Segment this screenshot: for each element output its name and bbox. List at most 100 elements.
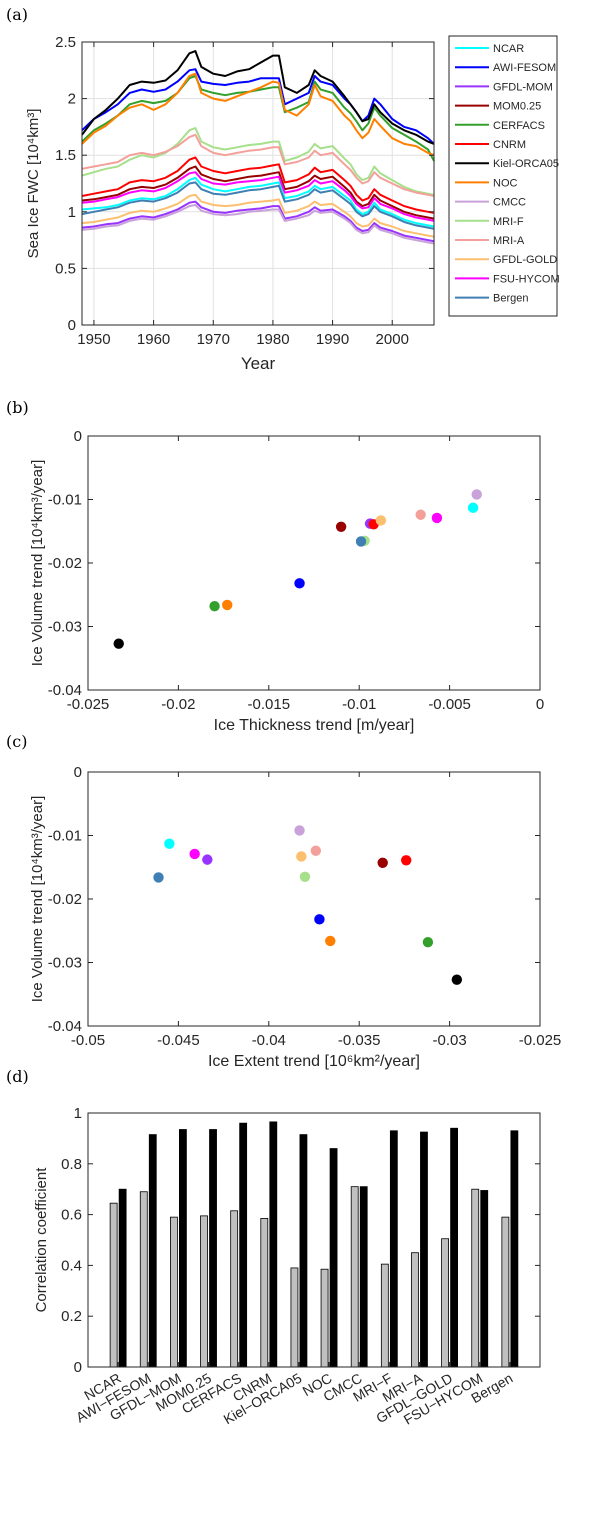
y-tick-label: 0.2	[61, 1308, 82, 1325]
x-tick-label: -0.025	[67, 696, 110, 713]
x-tick-label: 1980	[256, 331, 289, 348]
y-tick-label: 0	[74, 1359, 82, 1376]
y-tick-label: -0.03	[48, 955, 82, 972]
bar-black	[239, 1122, 248, 1368]
y-tick-label: 0.5	[55, 260, 76, 277]
series-line-awi-fesom	[81, 68, 435, 145]
bar-gray	[109, 1202, 118, 1368]
legend-entry: CMCC	[493, 197, 526, 209]
point-ncar	[164, 838, 175, 849]
point-gfdl-gold	[375, 515, 387, 526]
legend-entry: CERFACS	[493, 120, 545, 132]
y-tick-label: 0.6	[61, 1207, 82, 1224]
bar-black	[450, 1127, 459, 1368]
y-axis-label: Sea Ice FWC [10⁴km³]	[25, 109, 42, 259]
point-fsu-hycom	[431, 512, 443, 524]
y-axis-label: Ice Volume trend [10⁴km³/year]	[29, 796, 46, 1003]
panel-a-line-chart: 0 0.5 1 1.5 2 2.5 1950 1960 1970 1980 1990 2000 Sea …	[25, 34, 560, 373]
y-tick-label: 1	[68, 204, 76, 221]
point-bergen	[153, 872, 164, 883]
point-ncar	[467, 502, 479, 513]
bar-gray	[290, 1267, 299, 1368]
series-line-mom0.25	[81, 165, 435, 220]
point-cmcc	[471, 489, 482, 500]
y-tick-label: 0.4	[61, 1257, 82, 1274]
x-tick-label: -0.02	[161, 696, 195, 713]
bar-black	[329, 1148, 338, 1368]
x-tick-label: 2000	[376, 331, 409, 348]
series-line-gfdl-gold	[81, 193, 435, 238]
y-tick-label: 0	[68, 317, 76, 334]
x-tick-label: -0.03	[432, 1032, 466, 1049]
axes-box	[81, 41, 435, 326]
series-line-bergen	[81, 181, 435, 230]
bar-gray	[501, 1216, 510, 1368]
panel-label-a: (a)	[6, 5, 28, 24]
point-gfdl-gold	[296, 851, 307, 862]
series-line-mri-f	[81, 127, 435, 196]
plot-area	[88, 772, 540, 1026]
bar-black	[359, 1186, 368, 1368]
x-tick-label: 0	[536, 696, 544, 713]
bar-gray	[441, 1238, 450, 1368]
x-axis-label: Ice Thickness trend [m/year]	[214, 717, 415, 734]
y-axis-label: Correlation coefficient	[33, 1167, 50, 1313]
bar-gray	[230, 1210, 239, 1368]
point-cerfacs	[209, 600, 220, 612]
legend-entry: Kiel-ORCA05	[493, 158, 559, 170]
axes-box	[87, 1112, 541, 1368]
bar-gray	[169, 1216, 178, 1368]
series-line-ncar	[81, 176, 435, 228]
legend-entry: MRI-F	[493, 216, 524, 228]
point-gfdl-mom	[202, 854, 213, 865]
point-mri-f	[299, 871, 311, 882]
legend-entry: GFDL-MOM	[493, 81, 553, 93]
point-mri-a	[310, 845, 322, 856]
x-tick-label: -0.025	[519, 1032, 562, 1049]
panel-c-scatter-chart: -0.04 -0.03 -0.02 -0.01 0 -0.05 -0.045 -0.04 -0.…	[29, 764, 561, 1070]
series-line-mri-a	[81, 133, 435, 197]
x-tick-label: -0.035	[338, 1032, 381, 1049]
y-tick-label: 0	[74, 764, 82, 781]
bar-gray	[260, 1218, 269, 1368]
point-bergen	[355, 536, 367, 547]
point-noc	[325, 935, 336, 947]
legend-box	[448, 35, 558, 317]
bar-gray	[380, 1263, 389, 1368]
point-cmcc	[294, 825, 305, 836]
y-tick-label: -0.03	[48, 619, 82, 636]
bar-black	[510, 1130, 519, 1368]
series-line-cmcc	[81, 204, 435, 245]
point-awi-fesom	[314, 914, 325, 925]
y-tick-label: 0	[74, 428, 82, 445]
x-axis-label: Year	[241, 354, 276, 373]
series-line-kiel-orca05	[81, 50, 435, 145]
legend-entry: AWI-FESOM	[493, 62, 556, 74]
panel-d-bar-chart: NCARAWI−FESOMGFDL−MOMMOM0.25CERFACSCNRMK…	[33, 1105, 541, 1428]
bar-gray	[471, 1188, 480, 1368]
x-tick-label: 1970	[197, 331, 230, 348]
y-tick-label: 2.5	[55, 34, 76, 51]
series-line-cnrm	[81, 156, 435, 214]
bar-black	[148, 1134, 157, 1368]
series-line-gfdl-mom	[81, 200, 435, 243]
point-awi-fesom	[294, 578, 305, 589]
x-tick-label: 1990	[316, 331, 349, 348]
y-axis-label: Ice Volume trend [10⁴km³/year]	[29, 460, 46, 667]
bar-gray	[139, 1191, 148, 1368]
point-noc	[222, 599, 233, 611]
plot-area	[88, 436, 540, 690]
x-tick-label: -0.01	[342, 696, 376, 713]
y-tick-label: -0.01	[48, 828, 82, 845]
point-kiel-orca05	[113, 638, 124, 649]
y-tick-label: -0.04	[48, 682, 82, 699]
bar-black	[209, 1129, 217, 1368]
x-axis-label: Ice Extent trend [10⁶km²/year]	[208, 1053, 420, 1070]
panel-label-b: (b)	[6, 398, 29, 417]
legend-entry: FSU-HYCOM	[493, 273, 560, 285]
panel-b-scatter-chart: -0.04 -0.03 -0.02 -0.01 0 -0.025 -0.02 -0.015 -0…	[29, 428, 544, 734]
series-line-noc	[81, 72, 435, 157]
x-tick-label: -0.045	[157, 1032, 200, 1049]
x-tick-label: 1950	[77, 331, 110, 348]
